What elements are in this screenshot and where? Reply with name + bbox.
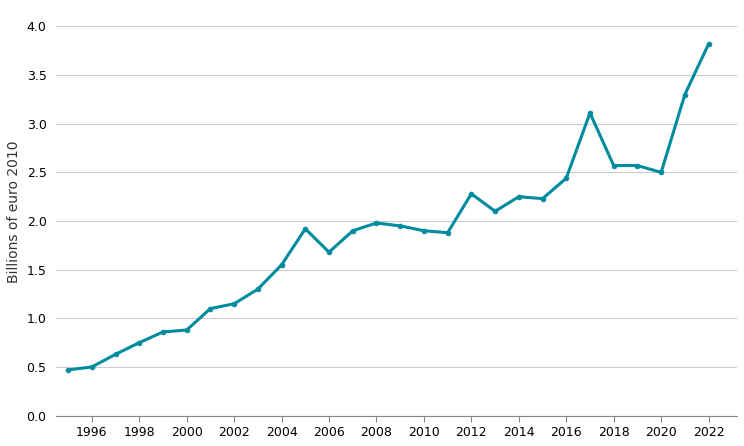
Y-axis label: Billions of euro 2010: Billions of euro 2010 (7, 140, 21, 283)
